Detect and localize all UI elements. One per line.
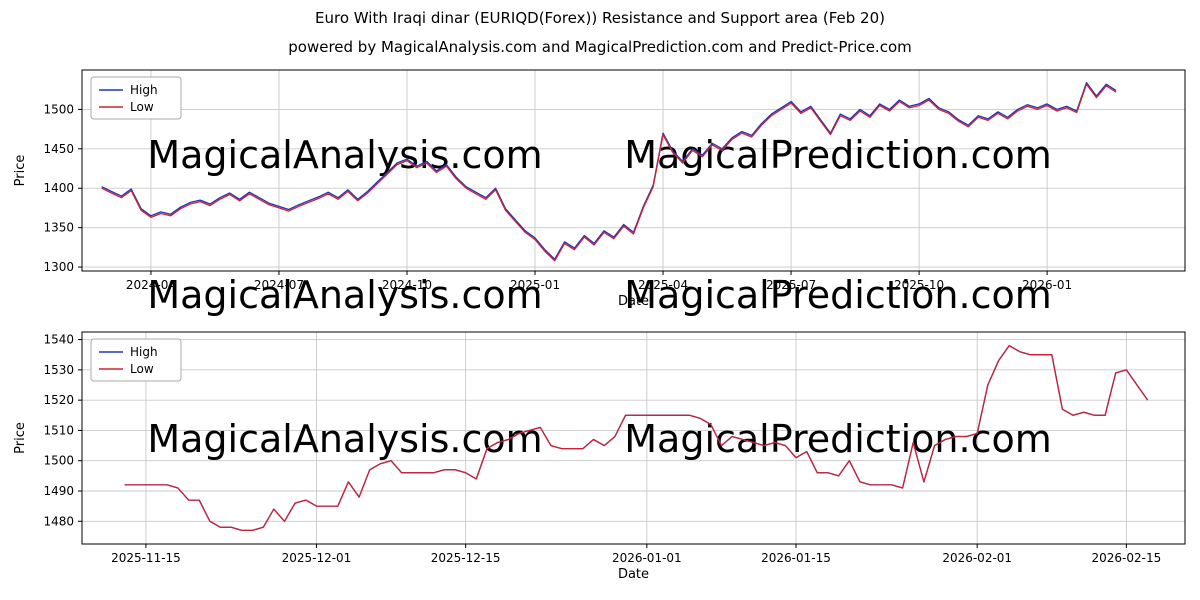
svg-text:2026-02-01: 2026-02-01 [942, 551, 1012, 565]
svg-text:2025-10: 2025-10 [894, 278, 944, 292]
svg-text:Price: Price [13, 422, 28, 454]
svg-text:2024-07: 2024-07 [254, 278, 304, 292]
svg-text:1400: 1400 [43, 181, 74, 195]
svg-text:High: High [130, 83, 158, 97]
chart-titles: Euro With Iraqi dinar (EURIQD(Forex)) Re… [0, 0, 1200, 60]
bottom-price-chart: MagicalAnalysis.com MagicalPrediction.com… [13, 331, 1186, 582]
svg-text:MagicalPrediction.com: MagicalPrediction.com [624, 417, 1052, 461]
svg-text:2025-04: 2025-04 [638, 278, 688, 292]
svg-text:1500: 1500 [43, 102, 74, 116]
svg-text:MagicalAnalysis.com: MagicalAnalysis.com [147, 273, 542, 317]
svg-text:MagicalAnalysis.com: MagicalAnalysis.com [147, 417, 542, 461]
svg-text:2025-12-01: 2025-12-01 [282, 551, 352, 565]
svg-text:2026-01-01: 2026-01-01 [612, 551, 682, 565]
svg-text:MagicalPrediction.com: MagicalPrediction.com [624, 133, 1052, 177]
svg-text:1490: 1490 [43, 484, 74, 498]
svg-text:Date: Date [618, 567, 649, 582]
svg-text:Low: Low [130, 100, 154, 114]
svg-text:1520: 1520 [43, 393, 74, 407]
svg-text:High: High [130, 345, 158, 359]
svg-text:Date: Date [618, 294, 649, 309]
svg-text:2026-01: 2026-01 [1022, 278, 1072, 292]
svg-text:1450: 1450 [43, 142, 74, 156]
svg-text:2026-02-15: 2026-02-15 [1092, 551, 1162, 565]
svg-text:MagicalAnalysis.com: MagicalAnalysis.com [147, 133, 542, 177]
svg-text:2025-01: 2025-01 [510, 278, 560, 292]
svg-text:1500: 1500 [43, 454, 74, 468]
svg-text:1480: 1480 [43, 514, 74, 528]
svg-text:1300: 1300 [43, 260, 74, 274]
svg-text:1510: 1510 [43, 423, 74, 437]
top-price-chart: MagicalAnalysis.com MagicalPrediction.com… [13, 69, 1186, 317]
svg-text:1350: 1350 [43, 221, 74, 235]
svg-text:Price: Price [13, 155, 28, 187]
svg-text:1540: 1540 [43, 333, 74, 347]
svg-text:Low: Low [130, 362, 154, 376]
chart-title: Euro With Iraqi dinar (EURIQD(Forex)) Re… [315, 9, 885, 27]
svg-text:2024-04: 2024-04 [126, 278, 176, 292]
svg-text:2025-07: 2025-07 [766, 278, 816, 292]
svg-text:1530: 1530 [43, 363, 74, 377]
svg-text:2024-10: 2024-10 [382, 278, 432, 292]
chart-subtitle: powered by MagicalAnalysis.com and Magic… [288, 38, 912, 56]
svg-text:2025-12-15: 2025-12-15 [431, 551, 501, 565]
svg-text:2025-11-15: 2025-11-15 [111, 551, 181, 565]
svg-text:MagicalPrediction.com: MagicalPrediction.com [624, 273, 1052, 317]
svg-text:2026-01-15: 2026-01-15 [761, 551, 831, 565]
